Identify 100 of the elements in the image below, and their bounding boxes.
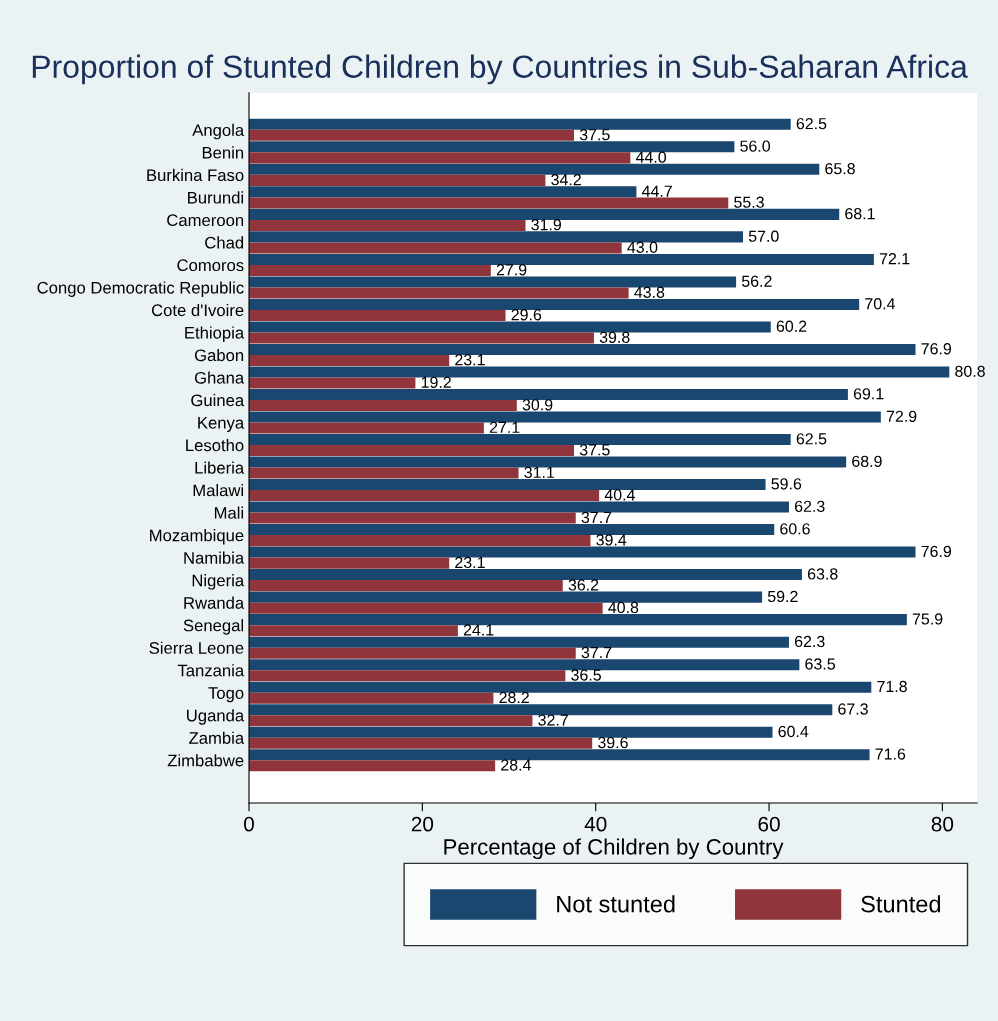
data-label: 80.8: [955, 365, 985, 377]
data-label: 44.0: [635, 151, 667, 163]
bar: [249, 129, 575, 141]
data-label: 40.4: [604, 489, 635, 501]
bar: [249, 501, 789, 513]
bar: [249, 242, 622, 254]
y-tick-label: Congo Democratic Republic: [37, 281, 244, 297]
bar: [249, 659, 800, 671]
y-tick-label: Cote d'Ivoire: [151, 303, 244, 317]
data-label: 34.2: [551, 174, 581, 186]
bar: [249, 400, 517, 412]
data-label: 31.9: [531, 219, 562, 231]
y-tick-label: Benin: [202, 146, 244, 159]
bar: [249, 737, 593, 749]
x-tick-label: 80: [931, 816, 954, 832]
data-label: 39.6: [598, 736, 628, 749]
bar: [249, 715, 533, 727]
bar: [249, 467, 519, 479]
y-tick-label: Togo: [208, 687, 244, 703]
bar: [249, 186, 637, 198]
data-label: 62.5: [796, 117, 827, 130]
data-label: 40.8: [608, 601, 639, 614]
data-label: 68.9: [852, 455, 882, 467]
data-label: 43.0: [627, 241, 658, 253]
y-tick-label: Rwanda: [184, 596, 245, 609]
y-tick-label: Burkina Faso: [147, 168, 244, 182]
bar: [249, 591, 763, 603]
data-label: 62.3: [794, 635, 825, 648]
bar: [249, 434, 791, 446]
y-tick-label: Nigeria: [192, 574, 245, 590]
bar: [249, 445, 575, 457]
data-label: 28.2: [499, 691, 529, 704]
data-label: 60.4: [778, 725, 809, 738]
bar: [249, 152, 631, 164]
y-tick-label: Malawi: [193, 484, 244, 497]
data-label: 27.1: [489, 421, 520, 433]
bar: [249, 377, 416, 389]
data-label: 57.0: [748, 230, 779, 242]
data-label: 71.8: [877, 680, 907, 693]
bar: [249, 298, 860, 310]
data-label: 32.7: [538, 714, 568, 726]
bar: [249, 197, 729, 209]
bar: [249, 366, 950, 378]
bar: [249, 557, 450, 569]
legend-label: Stunted: [861, 895, 941, 913]
y-tick-label: Burundi: [188, 191, 244, 204]
data-label: 30.9: [522, 399, 553, 411]
bar: [249, 704, 833, 716]
data-label: 23.1: [455, 556, 485, 569]
bar: [249, 512, 576, 524]
data-label: 29.6: [511, 309, 542, 321]
x-tick-label: 40: [584, 816, 607, 832]
x-tick-label: 0: [244, 816, 254, 832]
data-label: 67.3: [838, 703, 868, 715]
data-label: 39.4: [596, 534, 627, 546]
y-tick-label: Zambia: [189, 731, 245, 744]
data-label: 63.8: [807, 568, 838, 580]
y-tick-label: Angola: [192, 123, 245, 140]
data-label: 55.3: [734, 196, 764, 208]
data-label: 28.4: [501, 759, 531, 771]
y-tick-label: Senegal: [183, 619, 244, 635]
data-label: 27.9: [496, 264, 527, 276]
data-label: 72.1: [879, 253, 910, 265]
bar: [249, 569, 802, 581]
bar: [249, 309, 506, 321]
x-tick-label: 60: [758, 816, 780, 832]
y-tick-label: Namibia: [184, 551, 245, 564]
bar: [249, 163, 820, 175]
data-label: 37.5: [579, 129, 610, 141]
y-tick-label: Liberia: [195, 461, 245, 474]
bar: [249, 276, 737, 288]
data-label: 56.0: [740, 140, 771, 152]
chart-title: Proportion of Stunted Children by Countries in Sub-Saharan Africa: [32, 54, 968, 85]
data-label: 37.7: [581, 646, 612, 659]
data-label: 43.8: [634, 286, 665, 298]
y-tick-label: Mali: [214, 506, 244, 519]
x-axis-title: Percentage of Children by Country: [444, 838, 784, 860]
data-label: 23.1: [455, 354, 485, 366]
y-tick-label: Chad: [205, 236, 244, 249]
data-label: 39.8: [599, 331, 630, 343]
y-tick-label: Comoros: [177, 259, 244, 272]
bar: [249, 670, 566, 682]
data-label: 36.2: [568, 579, 599, 591]
bar: [249, 118, 791, 130]
bar: [249, 343, 916, 355]
bar: [249, 208, 840, 220]
x-tick-label: 20: [411, 816, 434, 832]
bar: [249, 614, 907, 626]
bar: [249, 749, 870, 761]
data-label: 69.1: [853, 388, 884, 400]
data-label: 62.3: [794, 500, 825, 513]
data-label: 72.9: [886, 410, 917, 422]
bar: [249, 174, 546, 186]
y-tick-label: Cameroon: [167, 214, 244, 227]
bar: [249, 456, 847, 468]
data-label: 62.5: [796, 433, 827, 445]
y-tick-label: Guinea: [191, 393, 245, 407]
y-tick-label: Sierra Leone: [149, 641, 244, 654]
bar: [249, 332, 594, 344]
bar: [249, 692, 494, 704]
